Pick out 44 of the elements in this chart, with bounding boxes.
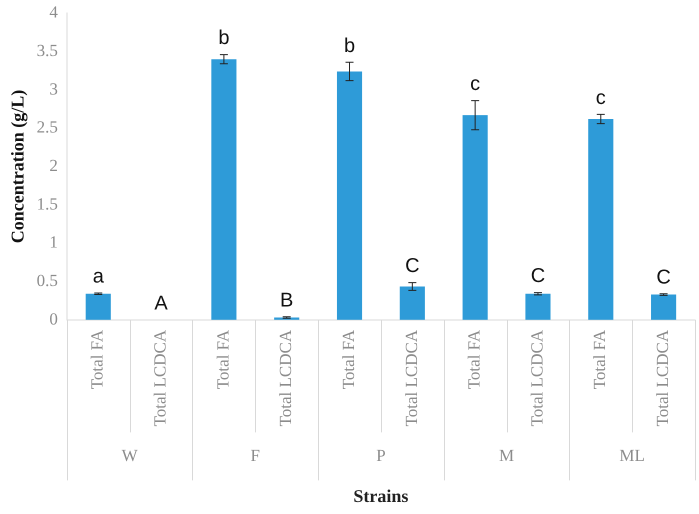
y-tick-label: 4 xyxy=(49,2,58,22)
x-tick-label: Total LCDCA xyxy=(150,329,170,426)
annotation: c xyxy=(470,73,480,96)
text: P xyxy=(376,446,386,465)
annotation: C xyxy=(530,265,546,288)
y-tick-label: 1.5 xyxy=(36,194,58,214)
y-tick-label: 2.5 xyxy=(36,118,58,137)
text: ML xyxy=(619,446,645,465)
y-tick-label: 3 xyxy=(49,79,58,98)
bar xyxy=(525,294,551,320)
annotation: B xyxy=(280,289,294,312)
annotation: b xyxy=(218,27,230,50)
x-tick-label: Total FA xyxy=(464,329,484,390)
bar xyxy=(651,294,676,320)
annotation: a xyxy=(92,266,105,288)
x-axis-title: Strains xyxy=(353,486,408,506)
text: W xyxy=(122,446,139,465)
bar xyxy=(462,115,488,320)
y-axis-title: Concentration (g/L) xyxy=(7,90,28,244)
x-tick-label: Total FA xyxy=(338,329,358,390)
x-tick-label: Total LCDCA xyxy=(402,329,421,426)
text: F xyxy=(250,446,260,465)
annotation: C xyxy=(656,266,671,288)
annotation: A xyxy=(154,292,168,314)
x-tick-label: Total FA xyxy=(590,329,610,390)
annotation: c xyxy=(596,86,606,109)
bar xyxy=(400,286,425,320)
x-tick-label: Total LCDCA xyxy=(653,329,672,426)
x-tick-label: Total FA xyxy=(213,329,232,390)
x-tick-label: Total FA xyxy=(88,329,107,390)
annotation: C xyxy=(405,255,420,278)
bar xyxy=(336,71,362,320)
y-tick-label: 0 xyxy=(49,309,58,328)
y-tick-label: 1 xyxy=(49,232,58,252)
bar xyxy=(211,59,236,320)
x-tick-label: Total LCDCA xyxy=(276,329,296,426)
y-tick-label: 0.5 xyxy=(36,270,58,290)
bar xyxy=(86,294,111,320)
y-tick-label: 2 xyxy=(49,156,58,175)
x-tick-label: Total LCDCA xyxy=(527,329,546,426)
annotation: b xyxy=(344,34,356,57)
y-tick-label: 3.5 xyxy=(36,41,58,60)
text: M xyxy=(498,446,514,465)
bar xyxy=(588,118,614,320)
